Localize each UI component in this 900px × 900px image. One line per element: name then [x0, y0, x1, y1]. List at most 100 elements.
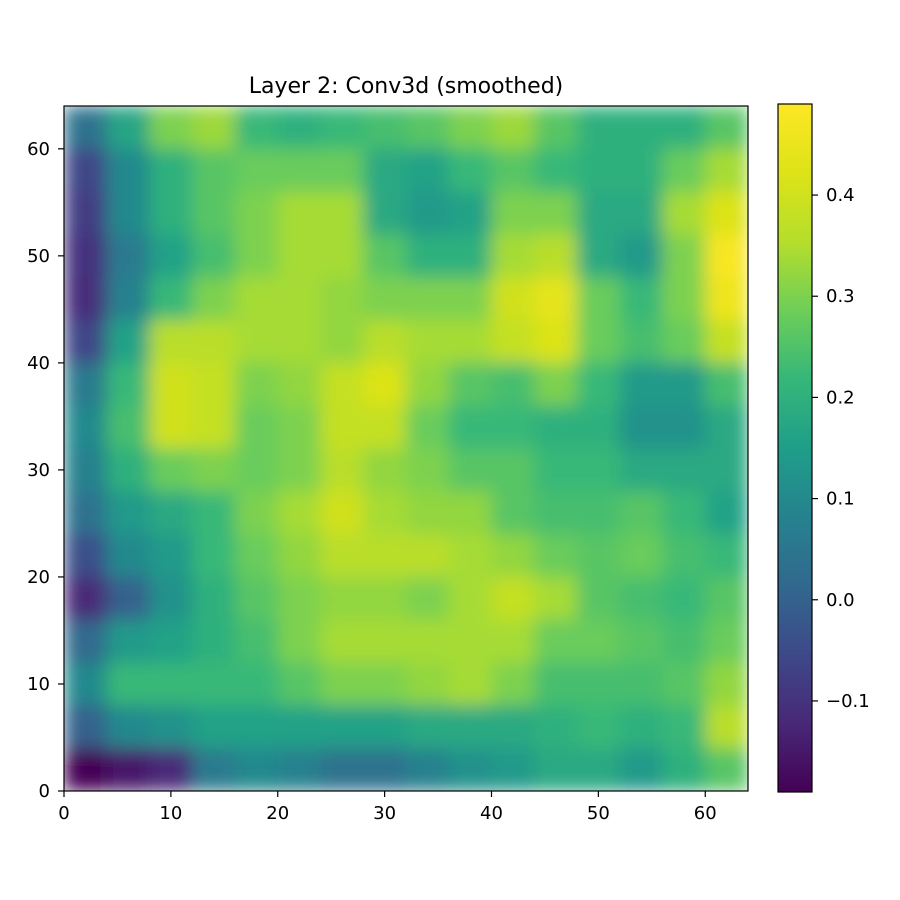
heatmap-cell — [491, 191, 535, 236]
heatmap-cell — [406, 405, 450, 450]
heatmap-cell — [235, 576, 279, 621]
heatmap-cell — [277, 662, 322, 706]
heatmap-cell — [705, 748, 748, 791]
heatmap-cell — [534, 576, 578, 621]
heatmap-cell — [149, 619, 193, 664]
heatmap-cell — [619, 191, 664, 236]
heatmap-cell — [619, 662, 664, 706]
colorbar — [777, 103, 813, 793]
heatmap-cell — [406, 619, 450, 664]
heatmap-cell — [406, 748, 450, 791]
heatmap-cell — [320, 234, 364, 278]
heatmap-cell — [192, 705, 236, 749]
heatmap-cell — [705, 619, 748, 664]
heatmap-cell — [448, 234, 493, 278]
heatmap-cell — [106, 320, 151, 364]
heatmap-cell — [64, 277, 108, 321]
heatmap-cell — [149, 705, 193, 749]
heatmap-cell — [662, 534, 706, 578]
heatmap-cell — [149, 534, 193, 578]
heatmap-cell — [192, 191, 236, 236]
colorbar-tick-label: −0.1 — [826, 691, 870, 712]
x-tick-label: 0 — [58, 803, 69, 824]
heatmap-cell — [192, 320, 236, 364]
heatmap-cell — [235, 534, 279, 578]
heatmap-cell — [149, 491, 193, 535]
heatmap-cell — [106, 491, 151, 535]
heatmap-cell — [320, 277, 364, 321]
heatmap-cell — [406, 191, 450, 236]
heatmap-cell — [448, 448, 493, 492]
heatmap-cell — [619, 576, 664, 621]
heatmap-cell — [577, 491, 621, 535]
heatmap-cell — [235, 106, 279, 150]
heatmap-cell — [363, 491, 407, 535]
plot-frame — [63, 105, 749, 792]
heatmap-cell — [534, 534, 578, 578]
heatmap-cell — [320, 191, 364, 236]
heatmap-cell — [277, 491, 322, 535]
y-tick-label: 0 — [39, 781, 50, 802]
heatmap-cell — [619, 619, 664, 664]
heatmap-cell — [363, 191, 407, 236]
heatmap-cell — [106, 277, 151, 321]
heatmap-cell — [320, 448, 364, 492]
x-tick-label: 40 — [480, 803, 503, 824]
heatmap-cell — [662, 491, 706, 535]
heatmap-cell — [705, 405, 748, 450]
heatmap-cell — [363, 448, 407, 492]
heatmap-cell — [320, 619, 364, 664]
heatmap-cell — [705, 106, 748, 150]
heatmap-cell — [277, 576, 322, 621]
heatmap-cell — [192, 748, 236, 791]
heatmap-cell — [705, 148, 748, 193]
heatmap-cell — [619, 362, 664, 407]
heatmap-cell — [235, 748, 279, 791]
heatmap-cell — [363, 619, 407, 664]
heatmap-cell — [64, 705, 108, 749]
heatmap-cell — [448, 148, 493, 193]
heatmap-cell — [106, 405, 151, 450]
heatmap-cell — [662, 148, 706, 193]
heatmap-cell — [619, 705, 664, 749]
x-axis: 0 10 20 30 40 50 60 — [58, 791, 717, 824]
heatmap-cell — [149, 191, 193, 236]
colorbar-tick-label: 0.4 — [826, 185, 855, 206]
x-tick-label: 60 — [694, 803, 717, 824]
heatmap-cell — [64, 148, 108, 193]
heatmap-cell — [277, 320, 322, 364]
heatmap-cell — [64, 106, 108, 150]
heatmap-cell — [534, 277, 578, 321]
heatmap-cell — [363, 534, 407, 578]
heatmap-cell — [277, 748, 322, 791]
heatmap-cell — [277, 277, 322, 321]
y-tick-label: 50 — [27, 246, 50, 267]
heatmap-cell — [705, 277, 748, 321]
heatmap-cell — [662, 619, 706, 664]
heatmap-cell — [64, 362, 108, 407]
heatmap-cell — [705, 662, 748, 706]
heatmap-cell — [491, 662, 535, 706]
heatmap-cell — [192, 576, 236, 621]
heatmap-cell — [320, 491, 364, 535]
heatmap-cell — [320, 748, 364, 791]
heatmap-cell — [662, 405, 706, 450]
heatmap-cell — [406, 148, 450, 193]
heatmap-cell — [106, 106, 151, 150]
heatmap-cell — [662, 448, 706, 492]
heatmap-cell — [619, 448, 664, 492]
heatmap-cell — [619, 491, 664, 535]
heatmap-cell — [705, 534, 748, 578]
heatmap-cell — [320, 106, 364, 150]
heatmap-cell — [192, 234, 236, 278]
heatmap-cell — [320, 662, 364, 706]
heatmap-cell — [106, 748, 151, 791]
heatmap-cell — [277, 148, 322, 193]
heatmap-cell — [277, 448, 322, 492]
heatmap-cell — [149, 448, 193, 492]
heatmap-cell — [192, 148, 236, 193]
heatmap-cell — [705, 491, 748, 535]
heatmap-cell — [705, 234, 748, 278]
heatmap-cell — [491, 234, 535, 278]
heatmap-cell — [491, 534, 535, 578]
